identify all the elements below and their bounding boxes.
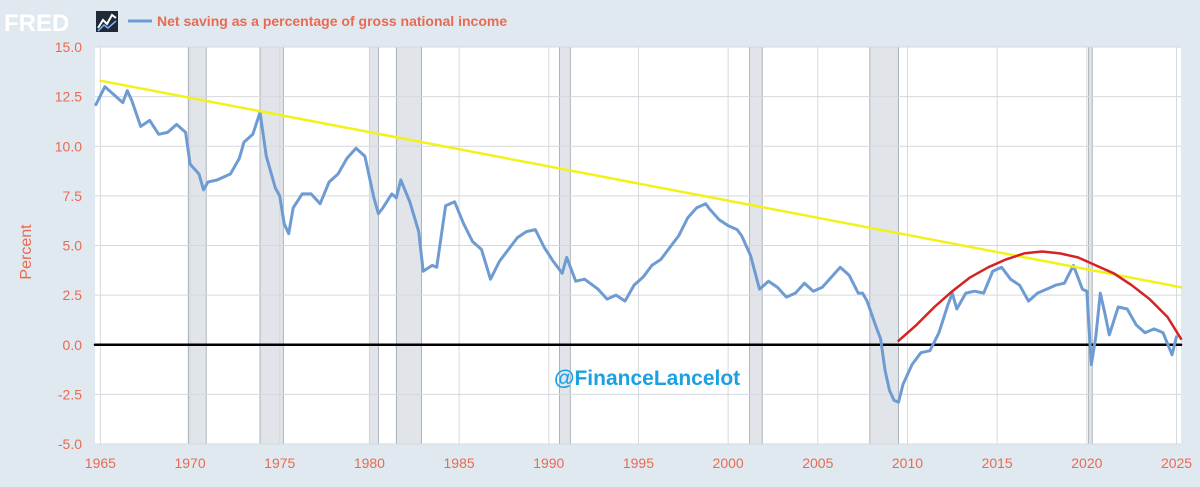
x-tick-label: 1965 [85,455,116,471]
arc-overlay [897,250,1183,343]
x-tick-label: 1980 [354,455,385,471]
x-tick-label: 1995 [623,455,654,471]
legend-label: Net saving as a percentage of gross nati… [157,13,507,29]
x-tick-label: 1990 [533,455,564,471]
x-tick-label: 1975 [264,455,295,471]
y-tick-label: 10.0 [55,138,82,154]
x-tick-label: 1985 [444,455,475,471]
y-tick-label: 12.5 [55,89,82,105]
net-saving-line [94,85,1178,404]
x-tick-label: 2000 [713,455,744,471]
series-layer [93,79,1183,404]
fred-logo-text: FRED [4,10,69,37]
x-tick-label: 2005 [802,455,833,471]
x-tick-label: 2025 [1161,455,1192,471]
y-axis-label: Percent [18,224,35,280]
legend: Net saving as a percentage of gross nati… [128,13,507,29]
x-axis-ticks: 1965 1970 1975 1980 1985 1990 1995 2000 2005 2010… [85,455,1192,471]
trend-line [99,79,1183,289]
x-tick-label: 2015 [982,455,1013,471]
y-tick-label: -2.5 [58,386,82,402]
watermark: @FinanceLancelot [554,367,740,390]
x-tick-label: 1970 [174,455,205,471]
line-chart-icon [96,11,118,32]
y-tick-label: 2.5 [63,287,83,303]
y-tick-label: 7.5 [63,188,83,204]
y-tick-label: 5.0 [63,238,83,254]
y-axis-ticks: 15.0 12.5 10.0 7.5 5.0 2.5 0.0 -2.5 -5.0 [55,39,82,452]
y-tick-label: -5.0 [58,436,82,452]
fred-logo[interactable]: FRED [4,10,118,37]
x-tick-label: 2020 [1071,455,1102,471]
x-tick-label: 2010 [892,455,923,471]
y-tick-label: 0.0 [63,337,83,353]
y-tick-label: 15.0 [55,39,82,55]
gridlines [95,46,1181,445]
